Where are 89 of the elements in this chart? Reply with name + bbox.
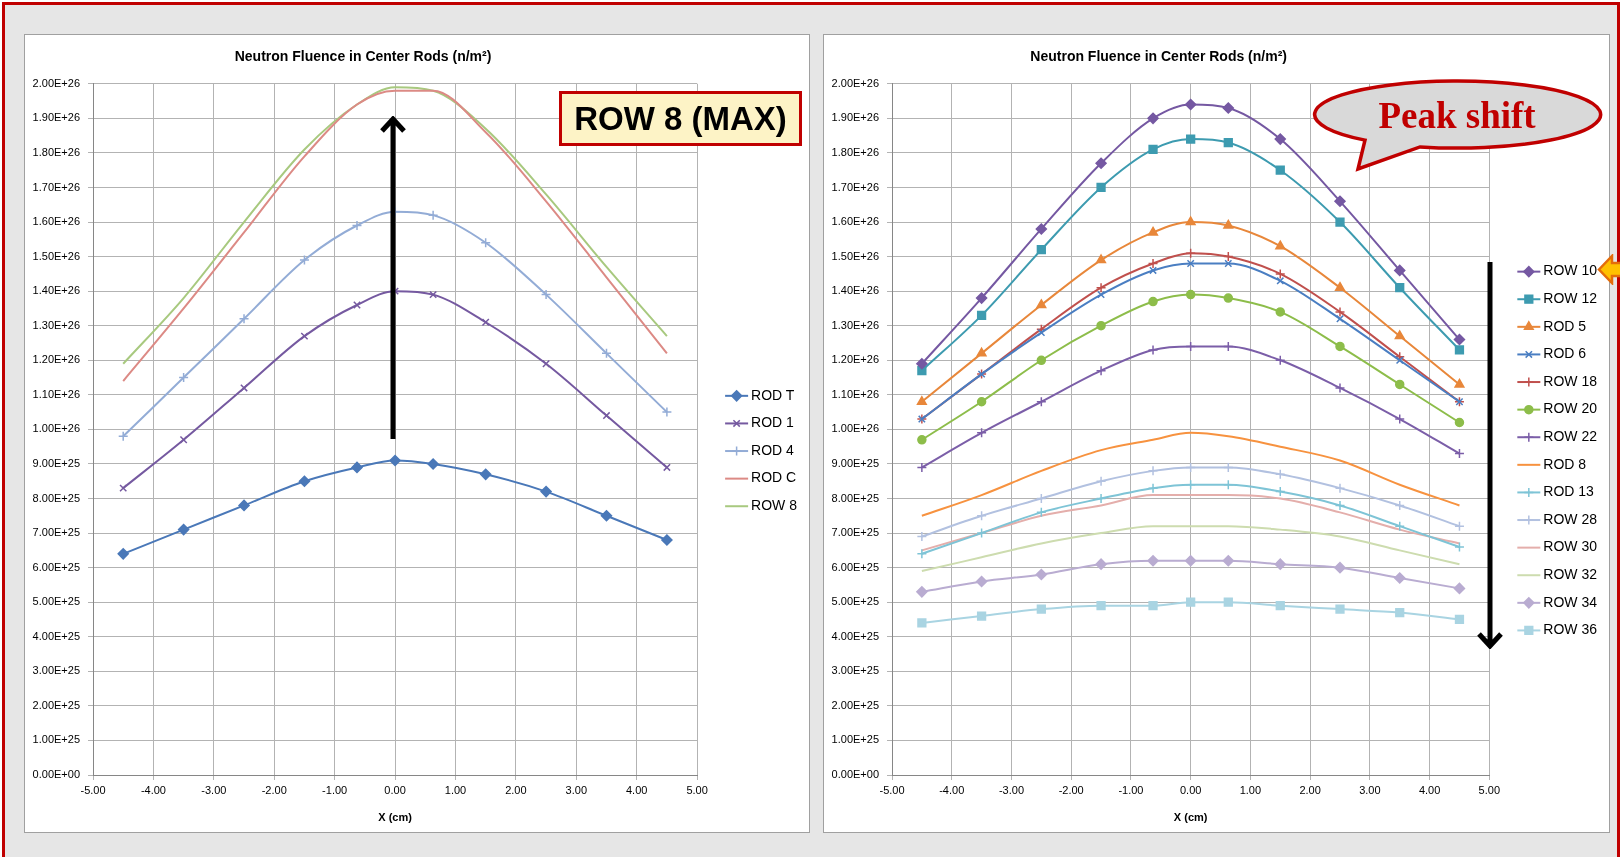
y-tick-label: 5.00E+25 [32, 595, 80, 608]
x-tick-label: -1.00 [322, 783, 348, 796]
y-tick-label: 6.00E+25 [32, 560, 80, 573]
legend-label: ROW 10 [1543, 262, 1598, 279]
x-tick-label: 4.00 [625, 783, 648, 796]
legend-label: ROW 36 [1543, 621, 1598, 638]
legend-label: ROW 22 [1543, 428, 1598, 445]
legend-label: ROW 18 [1543, 372, 1598, 389]
y-tick-label: 1.30E+26 [831, 318, 879, 331]
y-tick-label: 1.90E+26 [831, 111, 879, 124]
x-tick-label: -4.00 [939, 783, 965, 796]
legend-label: ROD T [751, 386, 795, 403]
x-tick-label: 2.00 [1299, 783, 1321, 796]
legend-label: ROW 30 [1543, 538, 1598, 555]
legend-label: ROD 5 [1543, 317, 1587, 334]
y-tick-label: 3.00E+25 [32, 664, 80, 677]
y-tick-label: 2.00E+25 [32, 698, 80, 711]
y-tick-label: 1.70E+26 [831, 180, 879, 193]
y-tick-label: 1.40E+26 [831, 284, 879, 297]
y-tick-label: 2.00E+26 [32, 76, 80, 89]
x-tick-label: -1.00 [1118, 783, 1144, 796]
x-tick-label: -3.00 [201, 783, 227, 796]
legend-label: ROD 6 [1543, 345, 1587, 362]
x-tick-label: 1.00 [1239, 783, 1262, 796]
x-tick-label: 0.00 [1179, 783, 1202, 796]
y-tick-label: 0.00E+00 [32, 768, 80, 781]
y-tick-label: 1.80E+26 [831, 145, 879, 158]
y-tick-label: 1.60E+26 [32, 215, 80, 228]
y-tick-label: 4.00E+25 [831, 629, 879, 642]
x-tick-label: 2.00 [505, 783, 527, 796]
y-tick-label: 1.20E+26 [831, 353, 879, 366]
legend-label: ROW 32 [1543, 566, 1598, 583]
y-tick-label: 1.50E+26 [831, 249, 879, 262]
y-tick-label: 2.00E+26 [831, 76, 879, 89]
y-tick-label: 1.30E+26 [32, 318, 80, 331]
x-tick-label: 4.00 [1418, 783, 1441, 796]
legend-label: ROD 4 [751, 441, 795, 458]
x-tick-label: -4.00 [140, 783, 166, 796]
annotation: Peak shift [1378, 94, 1536, 135]
y-tick-label: 5.00E+25 [831, 595, 879, 608]
x-tick-label: 3.00 [1359, 783, 1381, 796]
y-tick-label: 8.00E+25 [32, 491, 80, 504]
y-tick-label: 1.00E+26 [831, 422, 879, 435]
x-tick-label: 5.00 [1478, 783, 1501, 796]
y-tick-label: 1.40E+26 [32, 284, 80, 297]
y-tick-label: 7.00E+25 [831, 526, 879, 539]
legend-label: ROW 8 [751, 497, 798, 514]
legend-label: ROW 28 [1543, 510, 1598, 527]
x-tick-label: -5.00 [80, 783, 106, 796]
legend-label: ROW 20 [1543, 400, 1598, 417]
x-tick-label: -5.00 [879, 783, 905, 796]
x-axis-title: X (cm) [378, 811, 413, 824]
chart-title: Neutron Fluence in Center Rods (n/m²) [1030, 48, 1288, 65]
y-tick-label: 1.10E+26 [32, 387, 80, 400]
y-tick-label: 9.00E+25 [32, 456, 80, 469]
x-tick-label: -2.00 [1058, 783, 1084, 796]
y-tick-label: 1.10E+26 [831, 387, 879, 400]
legend-label: ROD 1 [751, 414, 795, 431]
x-tick-label: -2.00 [261, 783, 287, 796]
y-tick-label: 9.00E+25 [831, 456, 879, 469]
x-axis-title: X (cm) [1173, 811, 1208, 824]
y-tick-label: 1.70E+26 [32, 180, 80, 193]
y-tick-label: 1.00E+25 [32, 733, 80, 746]
x-tick-label: 3.00 [565, 783, 587, 796]
chart-title: Neutron Fluence in Center Rods (n/m²) [234, 48, 492, 65]
x-tick-label: 0.00 [384, 783, 406, 796]
y-tick-label: 0.00E+00 [831, 768, 879, 781]
x-tick-label: 5.00 [686, 783, 708, 796]
annotation: ROW 8 (MAX) [559, 91, 802, 146]
y-tick-label: 2.00E+25 [831, 698, 879, 711]
y-tick-label: 3.00E+25 [831, 664, 879, 677]
y-tick-label: 1.00E+26 [32, 422, 80, 435]
y-tick-label: 1.00E+25 [831, 733, 879, 746]
y-tick-label: 1.80E+26 [32, 145, 80, 158]
x-tick-label: 1.00 [444, 783, 467, 796]
legend-label: ROD C [751, 469, 797, 486]
legend-label: ROD 13 [1543, 483, 1595, 500]
legend-label: ROW 34 [1543, 593, 1598, 610]
y-tick-label: 8.00E+25 [831, 491, 879, 504]
y-tick-label: 6.00E+25 [831, 560, 879, 573]
legend-label: ROD 8 [1543, 455, 1587, 472]
y-tick-label: 1.60E+26 [831, 215, 879, 228]
y-tick-label: 4.00E+25 [32, 629, 80, 642]
y-tick-label: 1.50E+26 [32, 249, 80, 262]
y-tick-label: 7.00E+25 [32, 526, 80, 539]
y-tick-label: 1.90E+26 [32, 111, 80, 124]
y-tick-label: 1.20E+26 [32, 353, 80, 366]
legend-label: ROW 12 [1543, 290, 1598, 307]
x-tick-label: -3.00 [998, 783, 1024, 796]
